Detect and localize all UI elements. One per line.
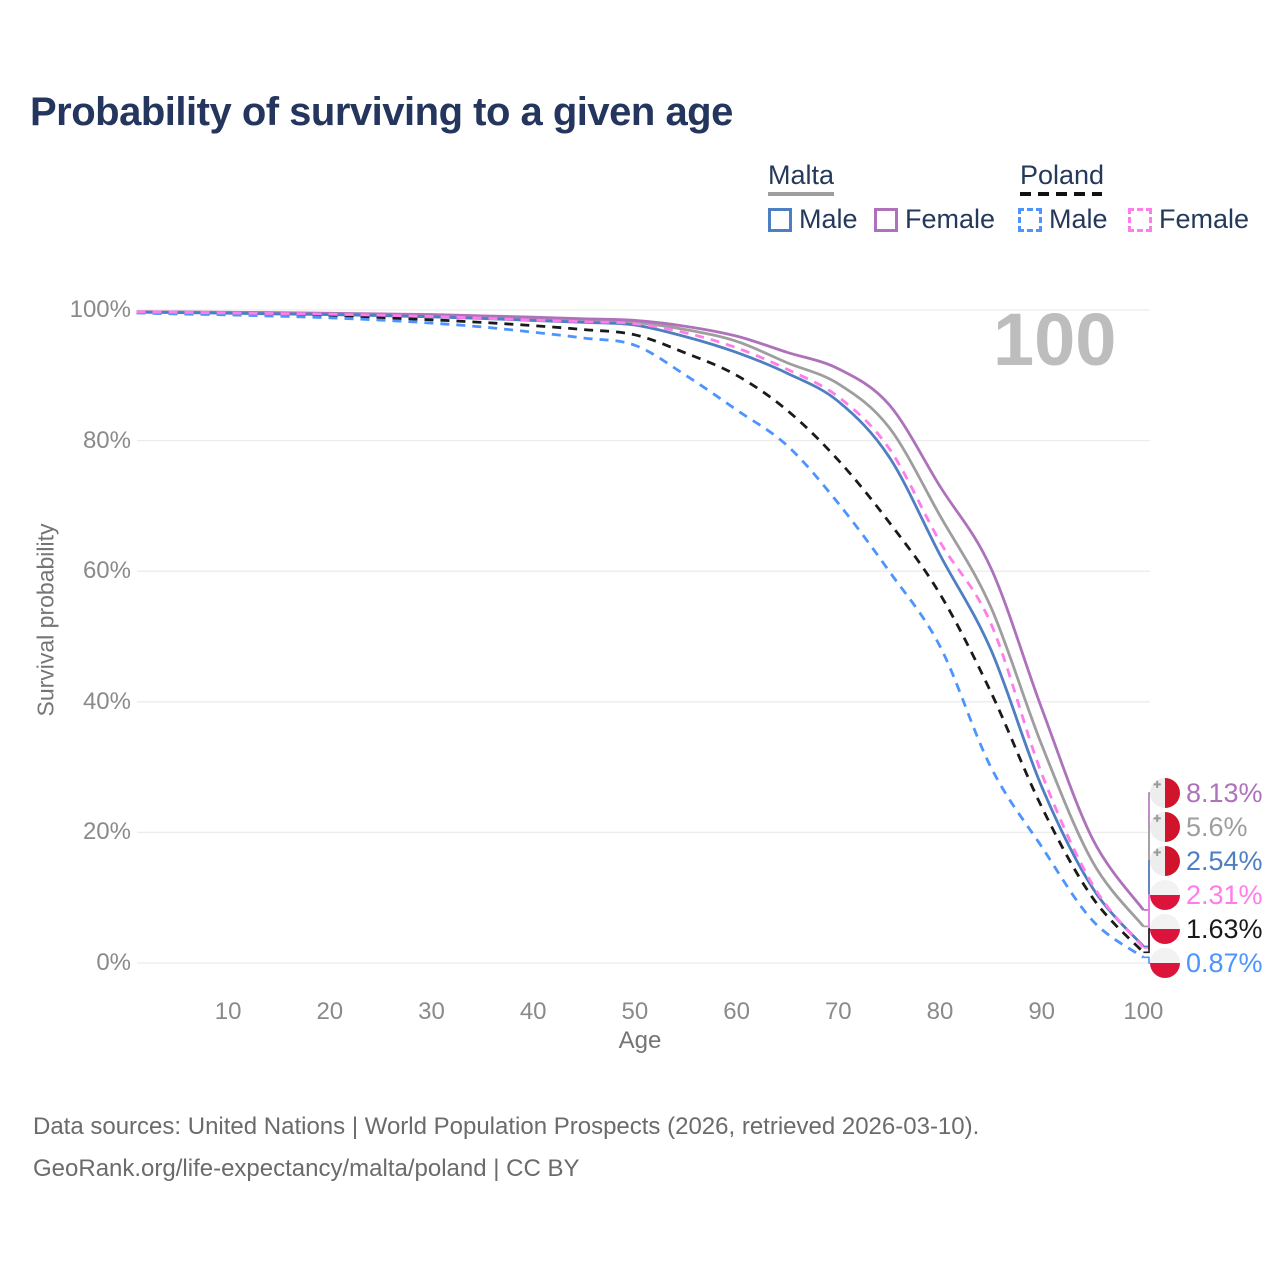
end-label-row: 8.13% bbox=[1150, 776, 1263, 810]
x-tick-label: 70 bbox=[824, 998, 852, 1025]
end-label-row: 2.31% bbox=[1150, 878, 1263, 912]
x-tick-label: 80 bbox=[926, 998, 954, 1025]
legend-item-malta-female[interactable]: Female bbox=[874, 204, 995, 235]
y-tick-label: 100% bbox=[69, 296, 131, 323]
legend-item-poland-female[interactable]: Female bbox=[1128, 204, 1249, 235]
legend-group-poland: Poland bbox=[1020, 160, 1105, 190]
legend-item-label: Female bbox=[1159, 204, 1250, 234]
legend-item-label: Male bbox=[799, 204, 858, 234]
curve-malta-male bbox=[136, 310, 1145, 948]
x-tick-label: 40 bbox=[519, 998, 547, 1025]
y-tick-label: 40% bbox=[82, 687, 131, 715]
end-label-value: 2.31% bbox=[1186, 879, 1263, 910]
y-tick-label: 0% bbox=[96, 949, 131, 976]
end-label-row: 2.54% bbox=[1150, 844, 1263, 878]
y-tick-label: 80% bbox=[82, 426, 131, 454]
end-label-value: 8.13% bbox=[1186, 777, 1263, 808]
poland-flag-icon bbox=[1150, 914, 1180, 944]
x-axis-title: Age bbox=[618, 1027, 662, 1054]
poland-line-sample bbox=[1020, 192, 1102, 196]
curve-poland-female bbox=[136, 310, 1145, 949]
y-tick-label: 20% bbox=[82, 818, 131, 846]
legend-group-malta: Malta bbox=[768, 160, 835, 190]
end-label-value: 2.54% bbox=[1186, 845, 1263, 876]
end-label-value: 5.6% bbox=[1186, 811, 1248, 842]
end-label-value: 0.87% bbox=[1186, 947, 1263, 978]
legend-item-poland-male[interactable]: Male bbox=[1018, 204, 1108, 235]
x-tick-label: 60 bbox=[723, 998, 750, 1025]
x-tick-label: 30 bbox=[418, 998, 445, 1025]
poland-flag-icon bbox=[1150, 880, 1180, 910]
legend: Malta Poland Male Female Male Female bbox=[0, 160, 1280, 250]
data-sources-line: Data sources: United Nations | World Pop… bbox=[33, 1113, 980, 1140]
legend-item-label: Male bbox=[1049, 204, 1108, 234]
legend-item-malta-male[interactable]: Male bbox=[768, 204, 858, 235]
x-tick-label: 90 bbox=[1028, 998, 1056, 1025]
end-label-value: 1.63% bbox=[1186, 913, 1263, 944]
poland-male-swatch-icon[interactable] bbox=[1018, 207, 1042, 232]
x-tick-label: 10 bbox=[214, 998, 242, 1025]
malta-flag-icon bbox=[1150, 778, 1180, 808]
curve-poland-all bbox=[136, 311, 1145, 954]
y-tick-label: 60% bbox=[82, 557, 131, 585]
y-axis-title: Survival probability bbox=[32, 523, 59, 717]
curve-malta-all bbox=[136, 310, 1145, 928]
age-counter-watermark: 100 bbox=[993, 298, 1117, 381]
source-attribution: Data sources: United Nations | World Pop… bbox=[33, 1106, 979, 1190]
x-tick-label: 20 bbox=[316, 998, 344, 1025]
page-title: Probability of surviving to a given age bbox=[30, 90, 733, 134]
malta-line-sample bbox=[768, 192, 834, 196]
x-tick-label: 50 bbox=[621, 998, 649, 1025]
curve-poland-male bbox=[136, 311, 1145, 959]
poland-flag-icon bbox=[1150, 948, 1180, 978]
poland-female-swatch-icon[interactable] bbox=[1128, 207, 1152, 232]
end-label-row: 0.87% bbox=[1150, 946, 1263, 980]
malta-female-swatch-icon[interactable] bbox=[874, 207, 898, 232]
malta-flag-icon bbox=[1150, 846, 1180, 876]
malta-flag-icon bbox=[1150, 812, 1180, 842]
legend-item-label: Female bbox=[905, 204, 996, 234]
license-line: GeoRank.org/life-expectancy/malta/poland… bbox=[33, 1155, 580, 1182]
end-label-row: 5.6% bbox=[1150, 810, 1248, 844]
malta-male-swatch-icon[interactable] bbox=[768, 207, 792, 232]
end-label-row: 1.63% bbox=[1150, 912, 1263, 946]
x-tick-label: 100 bbox=[1123, 998, 1164, 1025]
